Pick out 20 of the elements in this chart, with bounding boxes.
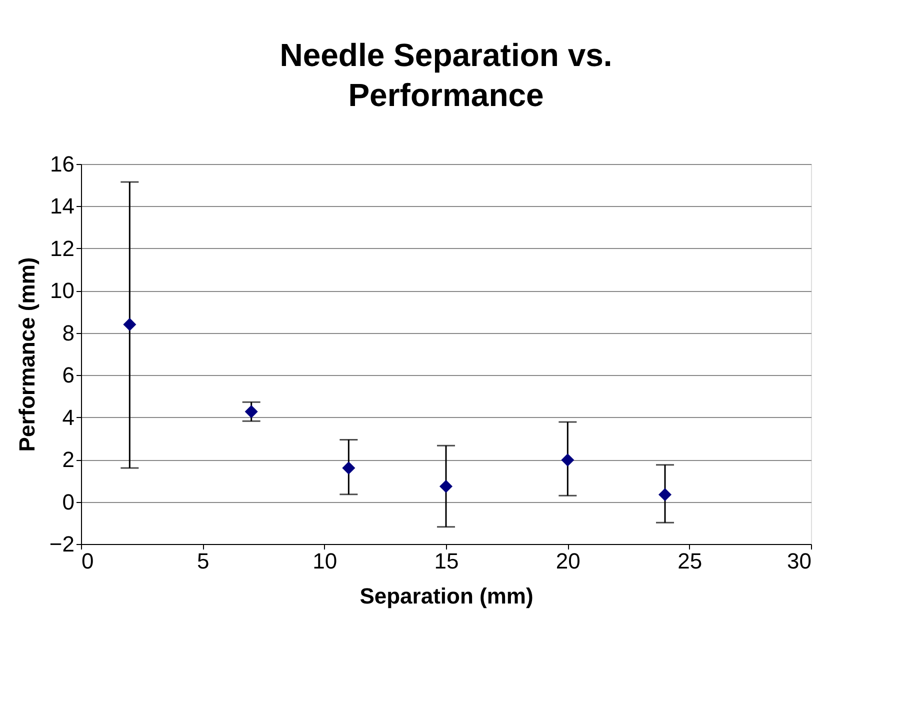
y-tick-label: 8	[62, 320, 74, 346]
y-tick-label: 2	[62, 447, 74, 472]
y-tick-label: 12	[50, 236, 74, 261]
chart-title: Needle Separation vs. Performance	[280, 37, 612, 113]
x-tick-label: 5	[197, 548, 210, 574]
y-tick-label: 6	[62, 362, 74, 388]
y-tick-label: 4	[62, 404, 74, 430]
x-tick-label: 10	[312, 548, 338, 574]
x-tick-label: 20	[556, 548, 580, 574]
y-tick-label: 0	[62, 489, 74, 514]
x-axis-title: Separation (mm)	[360, 584, 534, 608]
y-tick-label: −2	[49, 532, 74, 556]
y-tick-label: 14	[50, 194, 74, 219]
x-tick-label: 25	[678, 548, 702, 574]
x-tick-label: 30	[787, 548, 812, 574]
x-tick-label: 15	[434, 548, 459, 574]
y-tick-label: 16	[50, 152, 74, 176]
y-tick-label: 10	[50, 278, 74, 304]
x-tick-label: 0	[82, 548, 94, 574]
y-axis-title: Performance (mm)	[14, 257, 40, 452]
